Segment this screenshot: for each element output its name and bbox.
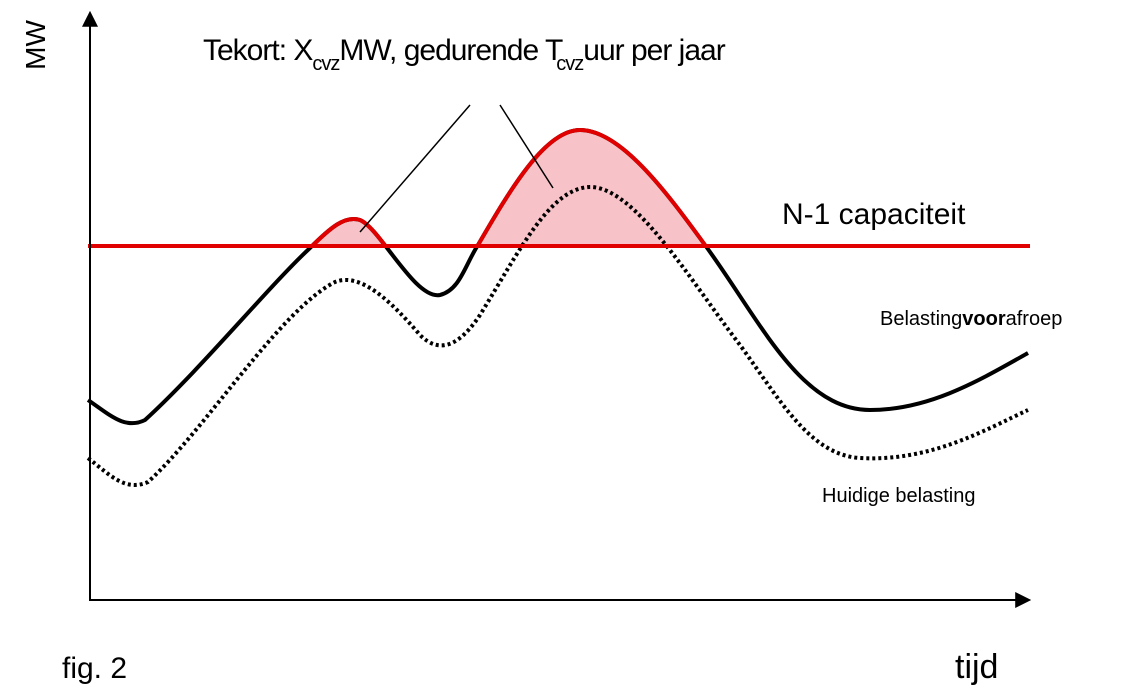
capacity-label: N-1 capaciteit xyxy=(782,198,966,231)
label-text: Belasting xyxy=(880,308,962,330)
y-axis-label: MW xyxy=(20,20,51,70)
current-load-curve xyxy=(86,184,1029,487)
x-axis-label: tijd xyxy=(955,648,998,686)
annotation-text: uur per jaar xyxy=(583,34,725,67)
annotation: Tekort: XcvzMW, gedurende Tcvzuur per ja… xyxy=(203,34,726,75)
future-load-label: Belastingvoorafroep xyxy=(880,308,1062,330)
shortage-area xyxy=(312,130,706,246)
pointer-line xyxy=(499,104,554,189)
label-text-bold: voor xyxy=(962,308,1006,330)
current-load-label: Huidige belasting xyxy=(822,485,975,507)
caption: fig. 2 xyxy=(62,652,127,685)
annotation-subscript: cvz xyxy=(556,53,583,75)
annotation-text: MW, gedurende T xyxy=(339,34,563,67)
annotation-text: Tekort: X xyxy=(203,34,313,67)
label-text: afroep xyxy=(1006,308,1063,330)
annotation-subscript: cvz xyxy=(312,53,339,75)
pointer-line xyxy=(359,104,471,233)
